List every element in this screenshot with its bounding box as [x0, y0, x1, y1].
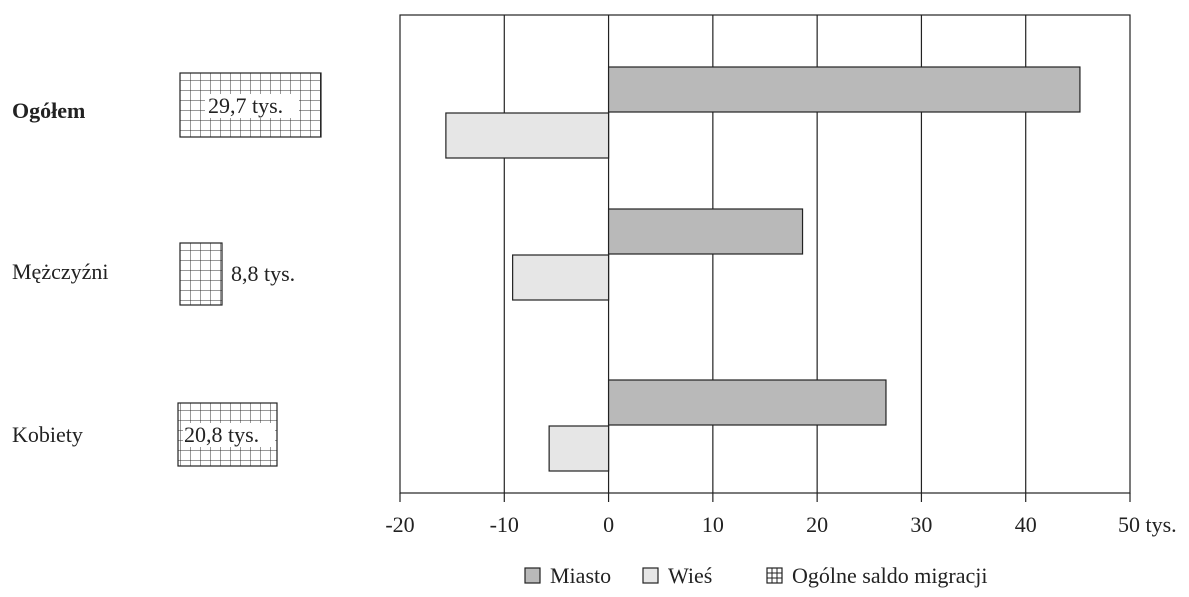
x-tick-label: 50 tys.	[1118, 512, 1177, 537]
bar-miasto-0	[607, 66, 1081, 113]
bar-miasto-1	[607, 208, 804, 255]
legend-swatch-wies	[642, 567, 659, 584]
total-label-kobiety: 20,8 tys.	[184, 422, 259, 447]
category-label-ogolem: Ogółem	[12, 98, 85, 123]
total-balance-boxes: 29,7 tys. 8,8 tys. 20,8 tys.	[177, 72, 322, 467]
x-tick-label: 30	[910, 512, 932, 537]
bar-wies-0	[445, 112, 610, 159]
x-tick-label: 40	[1015, 512, 1037, 537]
x-axis: -20 -10 0 10 20 30 40 50 tys.	[385, 493, 1177, 537]
legend-label-wies: Wieś	[668, 563, 712, 588]
total-label-bg-ogolem	[205, 94, 299, 118]
total-label-mezczyzni: 8,8 tys.	[231, 261, 295, 286]
total-box-mezczyzni	[179, 242, 223, 306]
legend-label-total: Ogólne saldo migracji	[792, 563, 988, 588]
total-label-ogolem: 29,7 tys.	[208, 93, 283, 118]
legend: Miasto Wieś Ogólne saldo migracji	[524, 563, 988, 588]
x-tick-label: 10	[702, 512, 724, 537]
legend-swatch-miasto	[524, 567, 541, 584]
x-tick-label: -10	[490, 512, 519, 537]
x-tick-label: 0	[603, 512, 614, 537]
bar-wies-1	[512, 254, 610, 301]
category-label-kobiety: Kobiety	[12, 422, 83, 447]
category-label-mezczyzni: Mężczyźni	[12, 259, 109, 284]
legend-swatch-total	[766, 567, 783, 584]
bar-wies-2	[548, 425, 610, 472]
x-tick-label: 20	[806, 512, 828, 537]
legend-label-miasto: Miasto	[550, 563, 611, 588]
x-tick-label: -20	[385, 512, 414, 537]
bar-miasto-2	[607, 379, 887, 426]
plot-frame	[399, 14, 1131, 494]
total-label-bg-kobiety	[183, 423, 275, 447]
bars	[445, 66, 1081, 472]
